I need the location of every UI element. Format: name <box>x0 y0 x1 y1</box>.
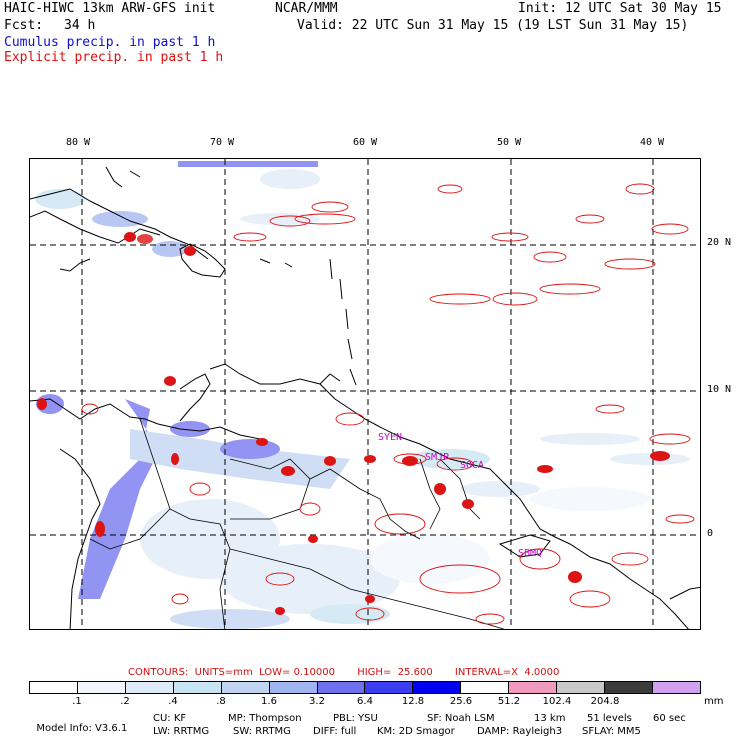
pbl-scheme: PBL: YSU <box>333 713 378 724</box>
station-label-soca: SOCA <box>460 460 485 471</box>
explicit-legend: Explicit precip. in past 1 h <box>4 50 224 65</box>
colorbar-segment <box>221 682 270 693</box>
coastlines <box>30 166 700 629</box>
explicit-precip-contours <box>81 183 695 625</box>
colorbar-label: .2 <box>120 696 130 707</box>
forecast-label: Fcst: <box>4 18 44 33</box>
colorbar-segment <box>30 682 78 693</box>
diff-scheme: DIFF: full <box>313 726 357 737</box>
colorbar-segment <box>413 682 462 693</box>
cu-scheme: CU: KF <box>153 713 187 724</box>
station-label-sbmq: SBMQ <box>518 548 543 559</box>
lat-label-20n: 20 N <box>707 237 732 248</box>
lon-label-40w: 40 W <box>640 137 665 148</box>
model-version: Model Info: V3.6.1 <box>36 723 128 734</box>
init-time: Init: 12 UTC Sat 30 May 15 <box>518 1 722 16</box>
station-label-syen: SYEN <box>378 432 403 443</box>
colorbar-segment <box>317 682 366 693</box>
precip-colorbar <box>29 681 701 694</box>
model-title: HAIC-HIWC 13km ARW-GFS init <box>4 1 216 16</box>
cumulus-precip-shading <box>35 161 690 629</box>
cumulus-legend: Cumulus precip. in past 1 h <box>4 35 216 50</box>
station-label-smjp: SMJP <box>425 452 450 463</box>
sf-scheme: SF: Noah LSM <box>427 713 495 724</box>
colorbar-segment <box>557 682 606 693</box>
colorbar-segment <box>77 682 126 693</box>
colorbar-segment <box>461 682 510 693</box>
lat-label-10n: 10 N <box>707 384 732 395</box>
colorbar-label: 51.2 <box>497 696 521 707</box>
colorbar-label: 204.8 <box>590 696 620 707</box>
lon-label-80w: 80 W <box>66 137 91 148</box>
colorbar-segment <box>509 682 558 693</box>
forecast-hours: 34 h <box>64 18 96 33</box>
colorbar-label: 1.6 <box>261 696 277 707</box>
colorbar-label: .1 <box>72 696 82 707</box>
colorbar-segment <box>365 682 414 693</box>
lon-label-50w: 50 W <box>497 137 522 148</box>
sflay-scheme: SFLAY: MM5 <box>582 726 641 737</box>
precip-map: SYEN SMJP SOCA SBMQ <box>29 158 701 630</box>
lat-lon-grid <box>30 159 700 629</box>
colorbar-label: 3.2 <box>309 696 325 707</box>
map-canvas <box>30 159 700 629</box>
colorbar-segment <box>269 682 318 693</box>
damp-scheme: DAMP: Rayleigh3 <box>477 726 563 737</box>
colorbar-label: 102.4 <box>542 696 572 707</box>
valid-time: Valid: 22 UTC Sun 31 May 15 (19 LST Sun … <box>297 18 689 33</box>
km-scheme: KM: 2D Smagor <box>377 726 455 737</box>
colorbar-label: 25.6 <box>449 696 473 707</box>
explicit-precip-cores <box>37 232 670 615</box>
colorbar-units: mm <box>704 696 724 707</box>
time-step: 60 sec <box>653 713 686 724</box>
colorbar-label: 12.8 <box>401 696 425 707</box>
colorbar-segment <box>652 682 700 693</box>
colorbar-label: .8 <box>216 696 226 707</box>
vertical-levels: 51 levels <box>587 713 632 724</box>
grid-spacing: 13 km <box>534 713 566 724</box>
lon-label-60w: 60 W <box>353 137 378 148</box>
sw-scheme: SW: RRTMG <box>233 726 291 737</box>
political-borders <box>89 418 505 629</box>
lw-scheme: LW: RRTMG <box>153 726 210 737</box>
lon-label-70w: 70 W <box>210 137 235 148</box>
model-info-line1: Model Info: V3.6.1 <box>30 714 127 734</box>
colorbar-segment <box>125 682 174 693</box>
colorbar-segment <box>605 682 653 693</box>
mp-scheme: MP: Thompson <box>228 713 302 724</box>
contour-info: CONTOURS: UNITS=mm LOW= 0.10000 HIGH= 25… <box>128 667 560 678</box>
org-label: NCAR/MMM <box>275 1 338 16</box>
lat-label-0: 0 <box>707 528 714 539</box>
colorbar-segment <box>173 682 222 693</box>
colorbar-label: 6.4 <box>357 696 373 707</box>
colorbar-label: .4 <box>168 696 178 707</box>
